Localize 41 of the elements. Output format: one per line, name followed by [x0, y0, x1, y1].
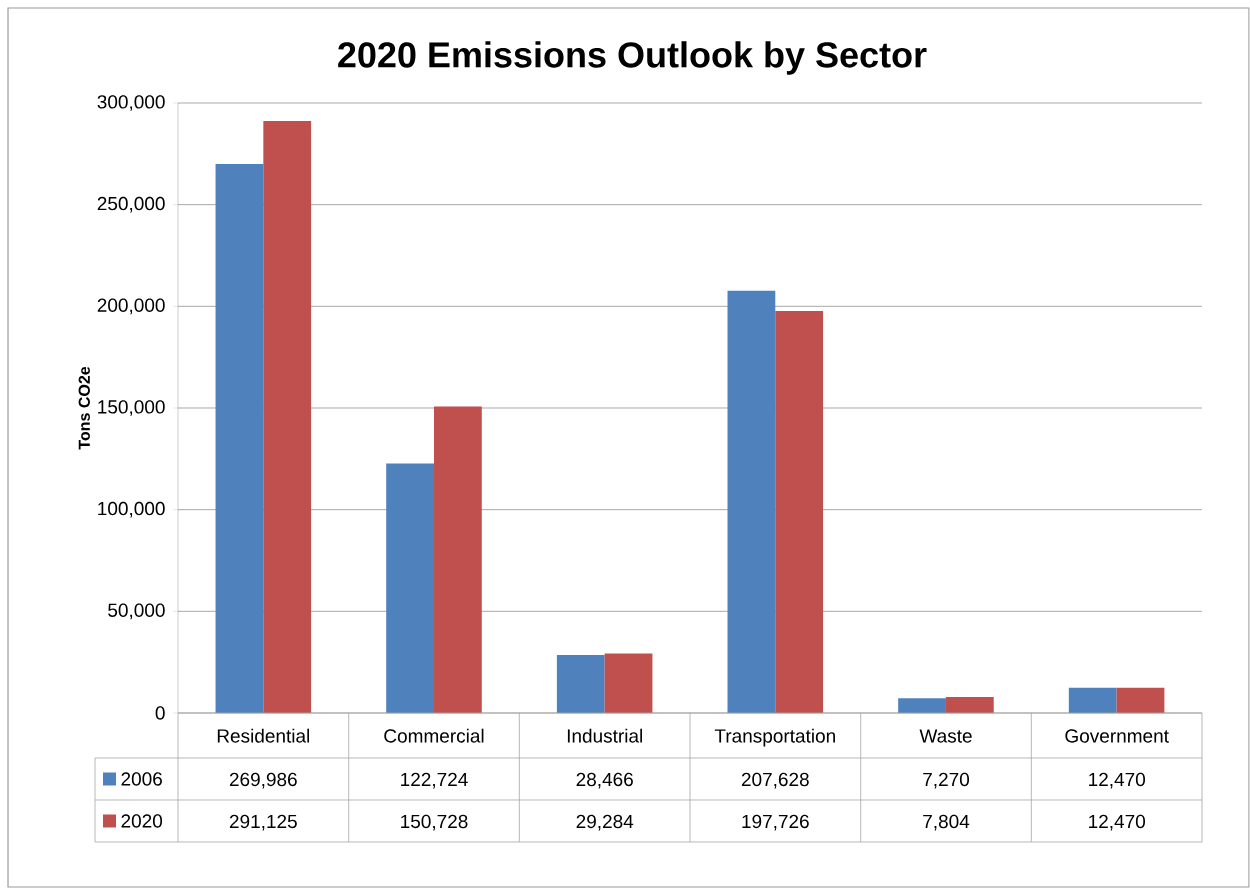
y-tick-label: 100,000	[98, 501, 165, 518]
x-tick-label: Waste	[919, 729, 972, 743]
y-tick-label: 250,000	[97, 196, 165, 213]
y-axis-title: Tons CO2e	[78, 366, 90, 450]
bar	[727, 290, 776, 713]
bar	[263, 121, 312, 713]
bar	[775, 310, 824, 713]
y-tick-label: 200,000	[97, 298, 165, 315]
data-label: 197,726	[742, 814, 809, 831]
bar	[945, 697, 994, 713]
data-label: 122,724	[401, 772, 468, 789]
data-label: 269,986	[229, 772, 297, 789]
data-label: 7,270	[923, 772, 970, 789]
bar	[556, 655, 605, 713]
x-tick-label: Residential	[217, 728, 310, 743]
x-tick-label: Industrial	[567, 728, 642, 743]
legend-label: 2006	[121, 772, 162, 786]
x-tick-label: Government	[1065, 729, 1169, 743]
bar	[433, 406, 482, 713]
data-label: 150,728	[401, 814, 468, 831]
y-tick-label: 300,000	[97, 95, 165, 111]
x-tick-label: Commercial	[384, 728, 484, 743]
chart-title: 2020 Emissions Outlook by Sector	[338, 41, 927, 75]
data-label: 12,470	[1089, 772, 1146, 789]
x-tick-label: Transportation	[714, 728, 835, 747]
data-label: 291,125	[229, 814, 297, 831]
bar	[1068, 687, 1117, 713]
legend-label: 2020	[121, 814, 163, 828]
y-tick-label: 0	[155, 706, 165, 720]
bar	[386, 463, 434, 713]
y-tick-label: 50,000	[108, 603, 165, 620]
y-tick-label: 150,000	[98, 400, 165, 416]
bar	[1116, 687, 1165, 713]
bar	[215, 164, 264, 713]
bar	[898, 698, 946, 713]
bar	[604, 653, 653, 713]
data-label: 28,466	[576, 772, 633, 789]
data-label: 207,628	[741, 772, 809, 789]
data-label: 12,470	[1089, 814, 1146, 831]
data-label: 29,284	[576, 814, 634, 831]
data-label: 7,804	[923, 814, 970, 831]
